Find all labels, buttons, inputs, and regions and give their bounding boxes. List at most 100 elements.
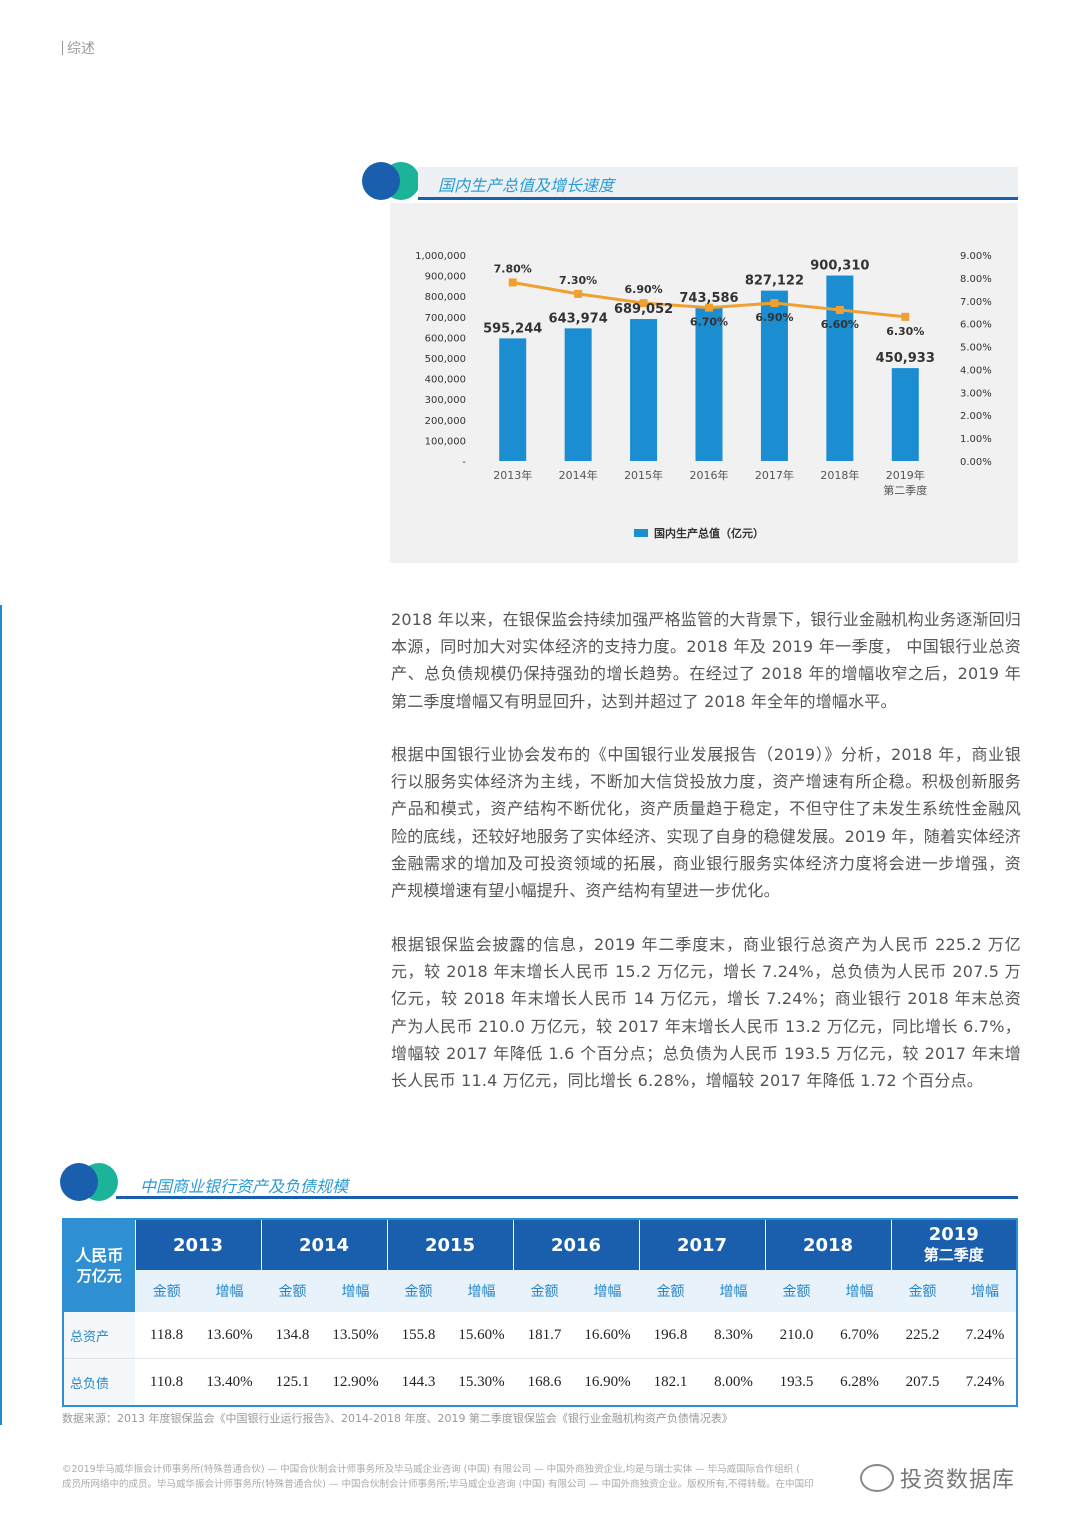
x-tick-label: 2013年 xyxy=(493,468,532,482)
y2-tick-label: 4.00% xyxy=(960,365,992,376)
amount-cell: 125.1 xyxy=(261,1358,324,1407)
sub-header-amount: 金额 xyxy=(891,1270,954,1312)
bar-value-label: 595,244 xyxy=(483,321,542,336)
x-tick-label: 2015年 xyxy=(624,468,663,482)
amount-cell: 134.8 xyxy=(261,1312,324,1359)
x-tick-label: 第二季度 xyxy=(883,483,927,497)
growth-cell: 8.00% xyxy=(702,1358,765,1407)
amount-cell: 207.5 xyxy=(891,1358,954,1407)
bar-value-label: 643,974 xyxy=(549,311,608,326)
growth-cell: 12.90% xyxy=(324,1358,387,1407)
x-tick-label: 2016年 xyxy=(690,468,729,482)
y2-tick-label: 6.00% xyxy=(960,320,992,331)
source-note: 数据来源：2013 年度银保监会《中国银行业运行报告》、2014-2018 年度… xyxy=(62,1412,733,1425)
sub-header-growth: 增幅 xyxy=(324,1270,387,1312)
amount-cell: 181.7 xyxy=(513,1312,576,1359)
year-header: 2016 xyxy=(513,1219,640,1270)
year-header: 2014 xyxy=(261,1219,388,1270)
unit-header: 人民币 万亿元 xyxy=(63,1219,136,1312)
growth-cell: 16.60% xyxy=(576,1312,639,1359)
bar-value-label: 827,122 xyxy=(745,274,804,289)
section-name: 综述 xyxy=(67,41,95,57)
sub-header-growth: 增幅 xyxy=(450,1270,513,1312)
header-circle-blue xyxy=(362,162,400,200)
growth-value-label: 7.30% xyxy=(559,274,597,287)
sub-header-amount: 金额 xyxy=(513,1270,576,1312)
sub-header-amount: 金额 xyxy=(387,1270,450,1312)
growth-point xyxy=(639,299,648,308)
paragraph-2: 根据中国银行业协会发布的《中国银行业发展报告（2019）》分析，2018 年，商… xyxy=(391,745,1022,901)
paragraph-1: 2018 年以来，在银保监会持续加强严格监管的大背景下，银行业金融机构业务逐渐回… xyxy=(391,610,1022,711)
watermark: 投资数据库 xyxy=(860,1462,1015,1494)
row-label: 总资产 xyxy=(63,1312,135,1359)
year-header: 2017 xyxy=(639,1219,766,1270)
y-tick-label: 1,000,000 xyxy=(415,251,466,262)
bar-value-label: 450,933 xyxy=(876,351,935,366)
sub-header-amount: 金额 xyxy=(639,1270,702,1312)
x-tick-label: 2017年 xyxy=(755,468,794,482)
sub-header-growth: 增幅 xyxy=(576,1270,639,1312)
sub-header-amount: 金额 xyxy=(261,1270,324,1312)
bar xyxy=(891,368,919,461)
footer-legal: ©2019毕马威华振会计师事务所(特殊普通合伙) — 中国合伙制会计师事务所及毕… xyxy=(62,1462,892,1492)
chart-header: 国内生产总值及增长速度 xyxy=(362,160,1018,202)
growth-value-label: 6.70% xyxy=(690,316,728,329)
sub-header-amount: 金额 xyxy=(135,1270,198,1312)
y-tick-label: 200,000 xyxy=(425,416,466,427)
growth-cell: 13.60% xyxy=(198,1312,261,1359)
amount-cell: 155.8 xyxy=(387,1312,450,1359)
table-title: 中国商业银行资产及负债规模 xyxy=(140,1177,349,1196)
bar-value-label: 900,310 xyxy=(810,259,869,274)
legend-label: 国内生产总值（亿元） xyxy=(654,526,764,540)
y-tick-label: - xyxy=(462,457,466,468)
sub-header-amount: 金额 xyxy=(765,1270,828,1312)
sub-header-growth: 增幅 xyxy=(198,1270,261,1312)
y-tick-label: 900,000 xyxy=(425,272,466,283)
bar xyxy=(695,307,723,461)
sub-header-growth: 增幅 xyxy=(954,1270,1017,1312)
y-tick-label: 500,000 xyxy=(425,354,466,365)
bar xyxy=(826,275,854,461)
growth-cell: 13.50% xyxy=(324,1312,387,1359)
amount-cell: 225.2 xyxy=(891,1312,954,1359)
amount-cell: 118.8 xyxy=(135,1312,198,1359)
growth-value-label: 6.60% xyxy=(821,318,859,331)
growth-point xyxy=(508,278,517,287)
y2-tick-label: 9.00% xyxy=(960,251,992,262)
y-tick-label: 800,000 xyxy=(425,292,466,303)
table-row: 总负债 110.8 13.40% 125.1 12.90% 144.3 15.30% 168.… xyxy=(63,1358,1017,1407)
wechat-icon xyxy=(860,1464,894,1492)
table-row: 总资产 118.8 13.60% 134.8 13.50% 155.8 15.60% 181.… xyxy=(63,1312,1017,1359)
growth-cell: 16.90% xyxy=(576,1358,639,1407)
y2-tick-label: 2.00% xyxy=(960,411,992,422)
legend-swatch xyxy=(634,529,648,537)
chart-title: 国内生产总值及增长速度 xyxy=(438,176,615,195)
gdp-chart-svg: - 100,000 200,000 300,000 400,000 500,000 600,… xyxy=(415,251,992,540)
x-tick-label: 2019年 xyxy=(886,468,925,482)
table-header-circle-blue xyxy=(60,1163,98,1201)
growth-point xyxy=(705,303,713,312)
growth-cell: 7.24% xyxy=(954,1358,1017,1407)
y2-tick-label: 8.00% xyxy=(960,274,992,285)
growth-point xyxy=(574,289,583,298)
gdp-chart: - 100,000 200,000 300,000 400,000 500,000 600,… xyxy=(390,203,1018,563)
bar xyxy=(499,338,527,461)
amount-cell: 196.8 xyxy=(639,1312,702,1359)
year-header: 2013 xyxy=(135,1219,262,1270)
y-tick-label: 400,000 xyxy=(425,375,466,386)
y2-tick-label: 5.00% xyxy=(960,343,992,354)
section-label: 综述 xyxy=(62,38,95,58)
y-tick-label: 100,000 xyxy=(425,436,466,447)
bar-value-label: 689,052 xyxy=(614,302,673,317)
growth-value-label: 7.80% xyxy=(494,262,532,275)
footer-line-2: 成员所网络中的成员。毕马威华振会计师事务所(特殊普通合伙) — 中国合伙制会计师… xyxy=(62,1479,814,1490)
growth-cell: 15.30% xyxy=(450,1358,513,1407)
amount-cell: 168.6 xyxy=(513,1358,576,1407)
bar-value-label: 743,586 xyxy=(679,291,738,306)
row-label: 总负债 xyxy=(63,1358,135,1407)
amount-cell: 182.1 xyxy=(639,1358,702,1407)
amount-cell: 210.0 xyxy=(765,1312,828,1359)
table-header: 中国商业银行资产及负债规模 xyxy=(60,1161,1018,1203)
y2-tick-label: 7.00% xyxy=(960,297,992,308)
x-tick-label: 2014年 xyxy=(559,468,598,482)
